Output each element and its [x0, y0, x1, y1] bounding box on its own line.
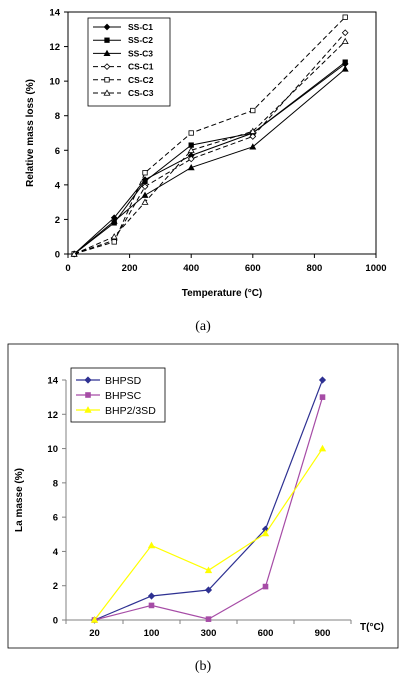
- data-point-cs-c2: [142, 170, 148, 176]
- data-point-bhpsd: [147, 592, 156, 600]
- y-tick-label: 0: [53, 616, 58, 627]
- data-point-ss-c3: [249, 143, 257, 150]
- data-point-bhpsd: [318, 376, 327, 384]
- series-line-ss-c2: [73, 61, 346, 255]
- series-line-ss-c3: [73, 68, 346, 255]
- x-tick-label: 100: [144, 628, 160, 639]
- y-tick-label: 4: [55, 180, 61, 191]
- x-tick-label: 200: [122, 263, 138, 274]
- legend-marker: [103, 49, 111, 57]
- y-tick-label: 8: [53, 478, 58, 489]
- chart-b-x-axis-label: T(°C): [360, 622, 384, 633]
- y-tick-label: 2: [53, 581, 58, 592]
- data-point-bhp2-3sd: [318, 444, 327, 452]
- data-point-ss-c3: [187, 163, 195, 171]
- x-tick-label: 800: [306, 263, 322, 274]
- y-tick-label: 4: [53, 547, 59, 558]
- data-point-cs-c2: [342, 14, 348, 20]
- data-point-cs-c3: [187, 146, 195, 153]
- chart-b-la-masse: 0 2 4 6 8 10 12 14 20 100 300 600 900 BHPSD BHPSC BHP…: [7, 343, 399, 674]
- legend-label: BHPSD: [105, 375, 142, 387]
- y-tick-label: 2: [55, 215, 60, 226]
- legend-label: BHP2/3SD: [105, 405, 156, 417]
- legend-marker: [103, 89, 111, 96]
- series-line-cs-c1: [73, 32, 346, 255]
- legend-label: CS-C1: [128, 62, 154, 72]
- y-tick-label: 12: [47, 410, 58, 421]
- data-point-bhpsc: [319, 394, 326, 400]
- data-point-cs-c3: [249, 127, 257, 134]
- chart-a-x-axis-label: Temperature (°C): [182, 288, 263, 299]
- legend-label: BHPSC: [105, 390, 142, 402]
- data-point-bhpsc: [262, 583, 269, 590]
- y-tick-label: 6: [55, 146, 60, 157]
- legend-marker: [103, 23, 111, 31]
- y-tick-label: 6: [53, 513, 58, 524]
- legend-label: CS-C2: [128, 75, 154, 85]
- y-tick-label: 8: [55, 111, 60, 122]
- chart-a-caption: (a): [195, 319, 211, 334]
- legend-label: SS-C2: [128, 35, 153, 45]
- legend-marker: [103, 63, 111, 70]
- chart-a-relative-mass-loss: 0 2 4 6 8 10 12 14 0 200 400 600 800 1000 SS-C1 SS-C2…: [25, 8, 387, 335]
- x-tick-label: 900: [315, 628, 331, 639]
- data-point-ss-c3: [110, 217, 118, 224]
- data-point-ss-c2: [342, 59, 348, 65]
- y-tick-label: 0: [55, 250, 60, 261]
- data-point-ss-c2: [142, 178, 148, 185]
- data-point-cs-c2: [250, 107, 256, 114]
- data-point-cs-c2: [111, 239, 117, 245]
- legend-marker: [84, 376, 92, 384]
- chart-a-plot-frame: [67, 11, 377, 255]
- data-point-bhp2-3sd: [147, 541, 156, 549]
- legend-label: SS-C3: [128, 48, 153, 58]
- x-tick-label: 20: [89, 628, 100, 639]
- data-point-cs-c3: [110, 233, 118, 240]
- data-point-cs-c3: [341, 37, 349, 45]
- chart-a-legend-box: [87, 17, 171, 107]
- data-point-ss-c3: [141, 191, 149, 198]
- y-tick-label: 12: [49, 42, 60, 53]
- chart-b-caption: (b): [195, 659, 212, 674]
- y-tick-label: 10: [49, 77, 60, 88]
- data-point-cs-c1: [141, 183, 149, 190]
- series-line-cs-c3: [73, 41, 346, 255]
- data-point-bhpsc: [148, 602, 155, 609]
- x-tick-label: 600: [245, 263, 261, 274]
- data-point-bhp2-3sd: [204, 566, 213, 574]
- data-point-cs-c3: [70, 250, 78, 257]
- legend-marker: [84, 406, 92, 413]
- x-tick-label: 0: [65, 263, 70, 274]
- data-point-bhp2-3sd: [90, 616, 99, 623]
- legend-marker: [104, 37, 110, 43]
- legend-marker: [85, 392, 91, 398]
- chart-b-outer-frame: [7, 343, 399, 649]
- x-tick-label: 400: [183, 263, 199, 274]
- data-point-cs-c3: [141, 198, 149, 205]
- chart-a-y-axis-label: Relative mass loss (%): [25, 79, 36, 187]
- data-point-cs-c1: [187, 155, 195, 163]
- x-tick-label: 600: [258, 628, 274, 639]
- series-line-bhp2-3sd: [94, 448, 323, 621]
- data-point-bhpsc: [205, 616, 212, 622]
- data-point-bhp2-3sd: [261, 529, 270, 537]
- legend-marker: [104, 77, 110, 83]
- x-tick-label: 300: [201, 628, 217, 639]
- y-tick-label: 14: [47, 376, 58, 387]
- data-point-ss-c3: [341, 65, 349, 72]
- data-point-cs-c2: [188, 130, 194, 136]
- data-point-bhpsd: [204, 586, 213, 594]
- x-tick-label: 1000: [365, 263, 386, 274]
- legend-label: SS-C1: [128, 22, 153, 32]
- data-point-cs-c1: [249, 133, 257, 140]
- y-tick-label: 10: [47, 444, 58, 455]
- series-line-cs-c2: [74, 16, 346, 255]
- legend-label: CS-C3: [128, 88, 154, 98]
- data-point-cs-c1: [341, 29, 349, 37]
- y-tick-label: 14: [49, 8, 60, 19]
- chart-b-y-axis-label: La masse (%): [14, 468, 25, 532]
